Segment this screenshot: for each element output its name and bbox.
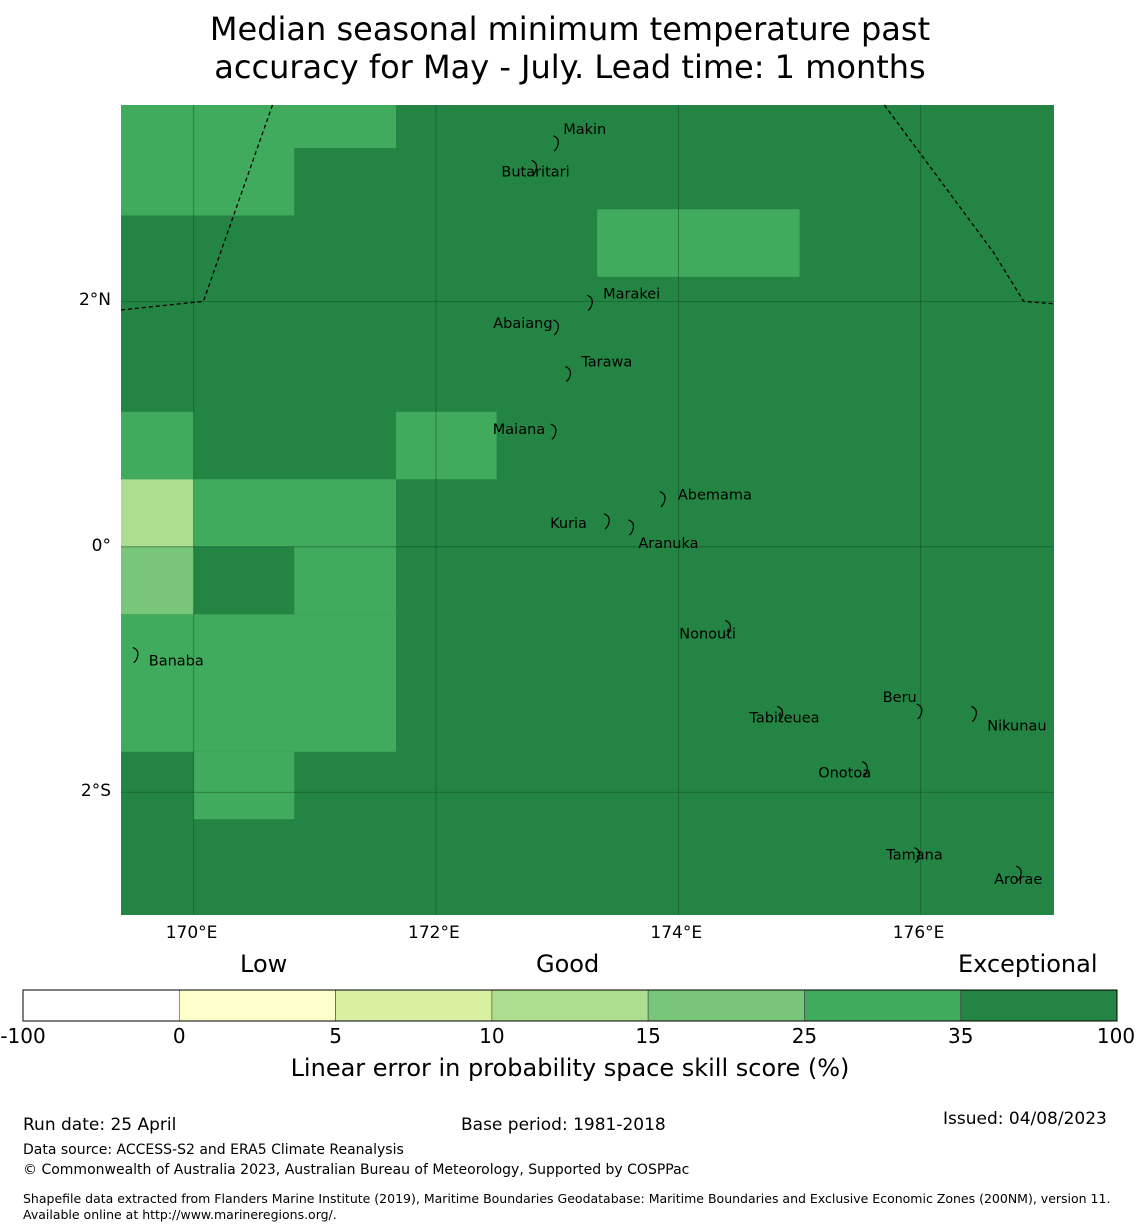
island-label: Marakei: [603, 286, 660, 302]
eez-boundary: [883, 104, 1055, 305]
data-source: Data source: ACCESS-S2 and ERA5 Climate …: [23, 1142, 404, 1158]
y-tick-label: 0°: [91, 535, 111, 556]
island-outline: [1015, 865, 1022, 882]
colorbar-tick-label: 5: [329, 1024, 342, 1048]
island-label: Onotoa: [818, 766, 871, 782]
issued-date: Issued: 04/08/2023: [943, 1109, 1107, 1129]
island-label: Nonouti: [679, 627, 736, 643]
colorbar-tick-label: 100: [1096, 1024, 1136, 1048]
island-label: Maiana: [493, 422, 545, 438]
skill-cell: [121, 105, 397, 148]
colorbar-frame: [22, 989, 1118, 1022]
island-outline: [552, 319, 559, 336]
island-label: Beru: [883, 690, 917, 706]
x-tick-label: 170°E: [165, 923, 218, 943]
island-outline: [603, 513, 610, 530]
island-label: Banaba: [149, 654, 204, 670]
island-outline: [916, 703, 923, 720]
island-label: Aranuka: [638, 536, 698, 552]
island-outline: [777, 705, 784, 722]
island-outline: [725, 620, 732, 637]
colorbar-tick-label: 10: [479, 1024, 505, 1048]
island-outline: [550, 423, 557, 440]
island-label: Tamana: [885, 848, 942, 864]
colorbar-heading-good: Good: [536, 950, 600, 978]
x-tick-label: 176°E: [892, 923, 945, 943]
x-tick-label: 174°E: [650, 923, 703, 943]
island-outline: [531, 159, 538, 176]
island-outline: [552, 135, 559, 152]
island-label: Butaritari: [501, 164, 569, 180]
colorbar-swatch: [22, 989, 180, 1022]
skill-cell: [193, 479, 397, 547]
island-label: Nikunau: [987, 719, 1046, 735]
skill-cell: [121, 479, 194, 547]
island-label: Tabiteuea: [748, 711, 819, 727]
y-tick-label: 2°S: [80, 781, 111, 802]
colorbar-swatch: [960, 989, 1118, 1022]
colorbar-heading-exceptional: Exceptional: [958, 950, 1098, 978]
skill-cell: [597, 209, 800, 277]
island-outline: [586, 294, 593, 311]
island-outline: [659, 491, 666, 508]
colorbar-label: Linear error in probability space skill …: [290, 1054, 850, 1082]
skill-cell: [121, 411, 194, 480]
island-outline: [971, 705, 977, 722]
colorbar-tick-label: 15: [635, 1024, 661, 1048]
island-label: Makin: [563, 122, 606, 138]
colorbar-tick-label: 0: [172, 1024, 186, 1048]
colorbar: [22, 989, 1118, 1022]
skill-cell: [396, 411, 497, 480]
run-date: Run date: 25 April: [23, 1115, 177, 1135]
island-label: Tarawa: [580, 355, 632, 371]
x-tick-label: 172°E: [408, 923, 460, 943]
base-period: Base period: 1981-2018: [461, 1115, 666, 1135]
island-label: Kuria: [550, 516, 587, 532]
map-title: Median seasonal minimum temperature past…: [0, 10, 1140, 86]
island-outline: [861, 761, 868, 778]
y-tick-label: 2°N: [78, 290, 111, 311]
skill-cell: [121, 147, 295, 216]
skill-cell: [121, 614, 397, 752]
island-label: Arorae: [994, 872, 1042, 888]
island-outline: [628, 519, 635, 536]
copyright: © Commonwealth of Australia 2023, Austra…: [23, 1162, 690, 1178]
colorbar-heading-low: Low: [240, 950, 288, 978]
colorbar-swatch: [647, 989, 805, 1022]
skill-cell: [294, 546, 397, 615]
island-outline: [565, 365, 572, 383]
island-outline: [914, 847, 921, 864]
colorbar-swatch: [804, 989, 962, 1022]
island-label: Abaiang: [493, 316, 552, 332]
shapefile-credit: Shapefile data extracted from Flanders M…: [23, 1191, 1111, 1222]
colorbar-tick-label: 35: [947, 1024, 974, 1048]
island-label: Abemama: [678, 488, 752, 504]
colorbar-swatch: [335, 989, 493, 1022]
skill-cell: [193, 751, 295, 820]
colorbar-tick-label: -100: [0, 1024, 46, 1048]
title-line-2: accuracy for May - July. Lead time: 1 mo…: [214, 48, 926, 86]
colorbar-swatch: [178, 989, 336, 1022]
colorbar-tick-label: 25: [791, 1024, 818, 1048]
title-line-1: Median seasonal minimum temperature past: [209, 10, 931, 48]
map-canvas: Makin Butaritari Marakei Abaiang Tarawa Maian…: [120, 104, 1055, 915]
colorbar-swatch: [491, 989, 649, 1022]
skill-cell: [121, 546, 194, 615]
island-outline: [132, 647, 139, 664]
